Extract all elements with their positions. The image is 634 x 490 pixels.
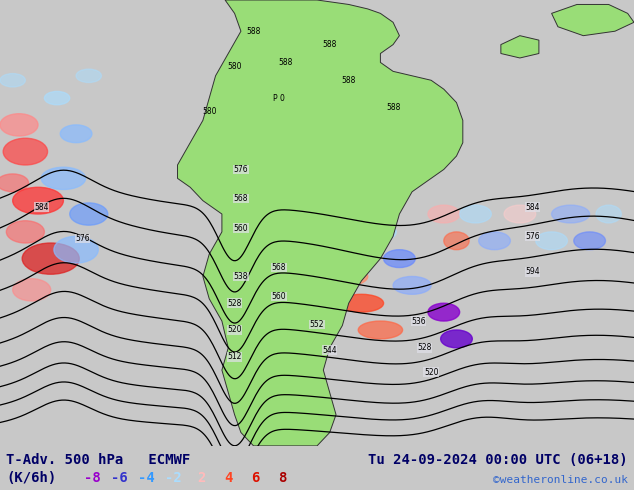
Text: 588: 588 <box>247 27 261 36</box>
Text: 576: 576 <box>75 234 90 243</box>
Text: 538: 538 <box>234 272 248 281</box>
Ellipse shape <box>298 214 336 232</box>
Ellipse shape <box>236 156 246 183</box>
Text: 520: 520 <box>424 368 438 377</box>
Ellipse shape <box>54 236 98 263</box>
Ellipse shape <box>60 125 92 143</box>
Ellipse shape <box>574 232 605 250</box>
Ellipse shape <box>0 174 29 192</box>
Ellipse shape <box>70 203 108 225</box>
Ellipse shape <box>257 219 276 236</box>
Text: 544: 544 <box>322 345 337 355</box>
Text: -2: -2 <box>165 471 182 485</box>
Ellipse shape <box>428 205 460 223</box>
Text: 576: 576 <box>525 232 540 241</box>
Text: 528: 528 <box>228 299 242 308</box>
Text: 584: 584 <box>34 203 48 212</box>
Text: ©weatheronline.co.uk: ©weatheronline.co.uk <box>493 475 628 485</box>
Ellipse shape <box>228 183 241 219</box>
Text: P 0: P 0 <box>273 94 285 102</box>
Ellipse shape <box>384 250 415 268</box>
Ellipse shape <box>428 303 460 321</box>
Ellipse shape <box>228 220 241 252</box>
Text: 552: 552 <box>310 320 324 329</box>
Text: 4: 4 <box>224 471 233 485</box>
Text: Tu 24-09-2024 00:00 UTC (06+18): Tu 24-09-2024 00:00 UTC (06+18) <box>368 453 628 466</box>
Ellipse shape <box>320 241 352 259</box>
Ellipse shape <box>365 223 396 241</box>
Ellipse shape <box>358 321 403 339</box>
Ellipse shape <box>22 243 79 274</box>
Ellipse shape <box>460 205 491 223</box>
Text: 8: 8 <box>278 471 287 485</box>
Ellipse shape <box>228 250 241 285</box>
Ellipse shape <box>13 279 51 301</box>
Ellipse shape <box>244 187 263 205</box>
Ellipse shape <box>41 167 86 190</box>
Ellipse shape <box>3 138 48 165</box>
Text: 568: 568 <box>234 194 248 203</box>
Text: 520: 520 <box>228 325 242 335</box>
Text: 536: 536 <box>411 317 426 325</box>
Text: T-Adv. 500 hPa   ECMWF: T-Adv. 500 hPa ECMWF <box>6 453 191 466</box>
Polygon shape <box>501 36 539 58</box>
Text: 528: 528 <box>418 343 432 352</box>
Ellipse shape <box>228 288 241 319</box>
Text: 594: 594 <box>525 268 540 276</box>
Text: 588: 588 <box>323 40 337 49</box>
Ellipse shape <box>339 294 384 312</box>
Text: 560: 560 <box>271 292 287 301</box>
Ellipse shape <box>13 187 63 214</box>
Text: 580: 580 <box>202 107 216 116</box>
Text: 584: 584 <box>526 203 540 212</box>
Ellipse shape <box>76 69 101 82</box>
Text: 6: 6 <box>251 471 260 485</box>
Ellipse shape <box>330 268 368 285</box>
Text: 560: 560 <box>233 224 249 233</box>
Ellipse shape <box>536 232 567 250</box>
Text: 576: 576 <box>233 165 249 174</box>
Text: 512: 512 <box>228 352 242 361</box>
Text: -4: -4 <box>138 471 155 485</box>
Ellipse shape <box>552 205 590 223</box>
Text: 580: 580 <box>228 62 242 72</box>
Ellipse shape <box>6 220 44 243</box>
Ellipse shape <box>0 74 25 87</box>
Text: (K/6h): (K/6h) <box>6 471 56 485</box>
Ellipse shape <box>441 330 472 348</box>
Ellipse shape <box>0 114 38 136</box>
Ellipse shape <box>393 276 431 294</box>
Text: 588: 588 <box>342 76 356 85</box>
Text: 588: 588 <box>386 102 400 112</box>
Text: -6: -6 <box>111 471 127 485</box>
Text: -8: -8 <box>84 471 100 485</box>
Ellipse shape <box>479 232 510 250</box>
Ellipse shape <box>504 205 536 223</box>
Polygon shape <box>178 0 463 446</box>
Ellipse shape <box>596 205 621 223</box>
Text: 568: 568 <box>272 263 286 272</box>
Text: 588: 588 <box>278 58 292 67</box>
Ellipse shape <box>44 92 70 105</box>
Polygon shape <box>552 4 634 36</box>
Text: 2: 2 <box>197 471 205 485</box>
Ellipse shape <box>444 232 469 250</box>
